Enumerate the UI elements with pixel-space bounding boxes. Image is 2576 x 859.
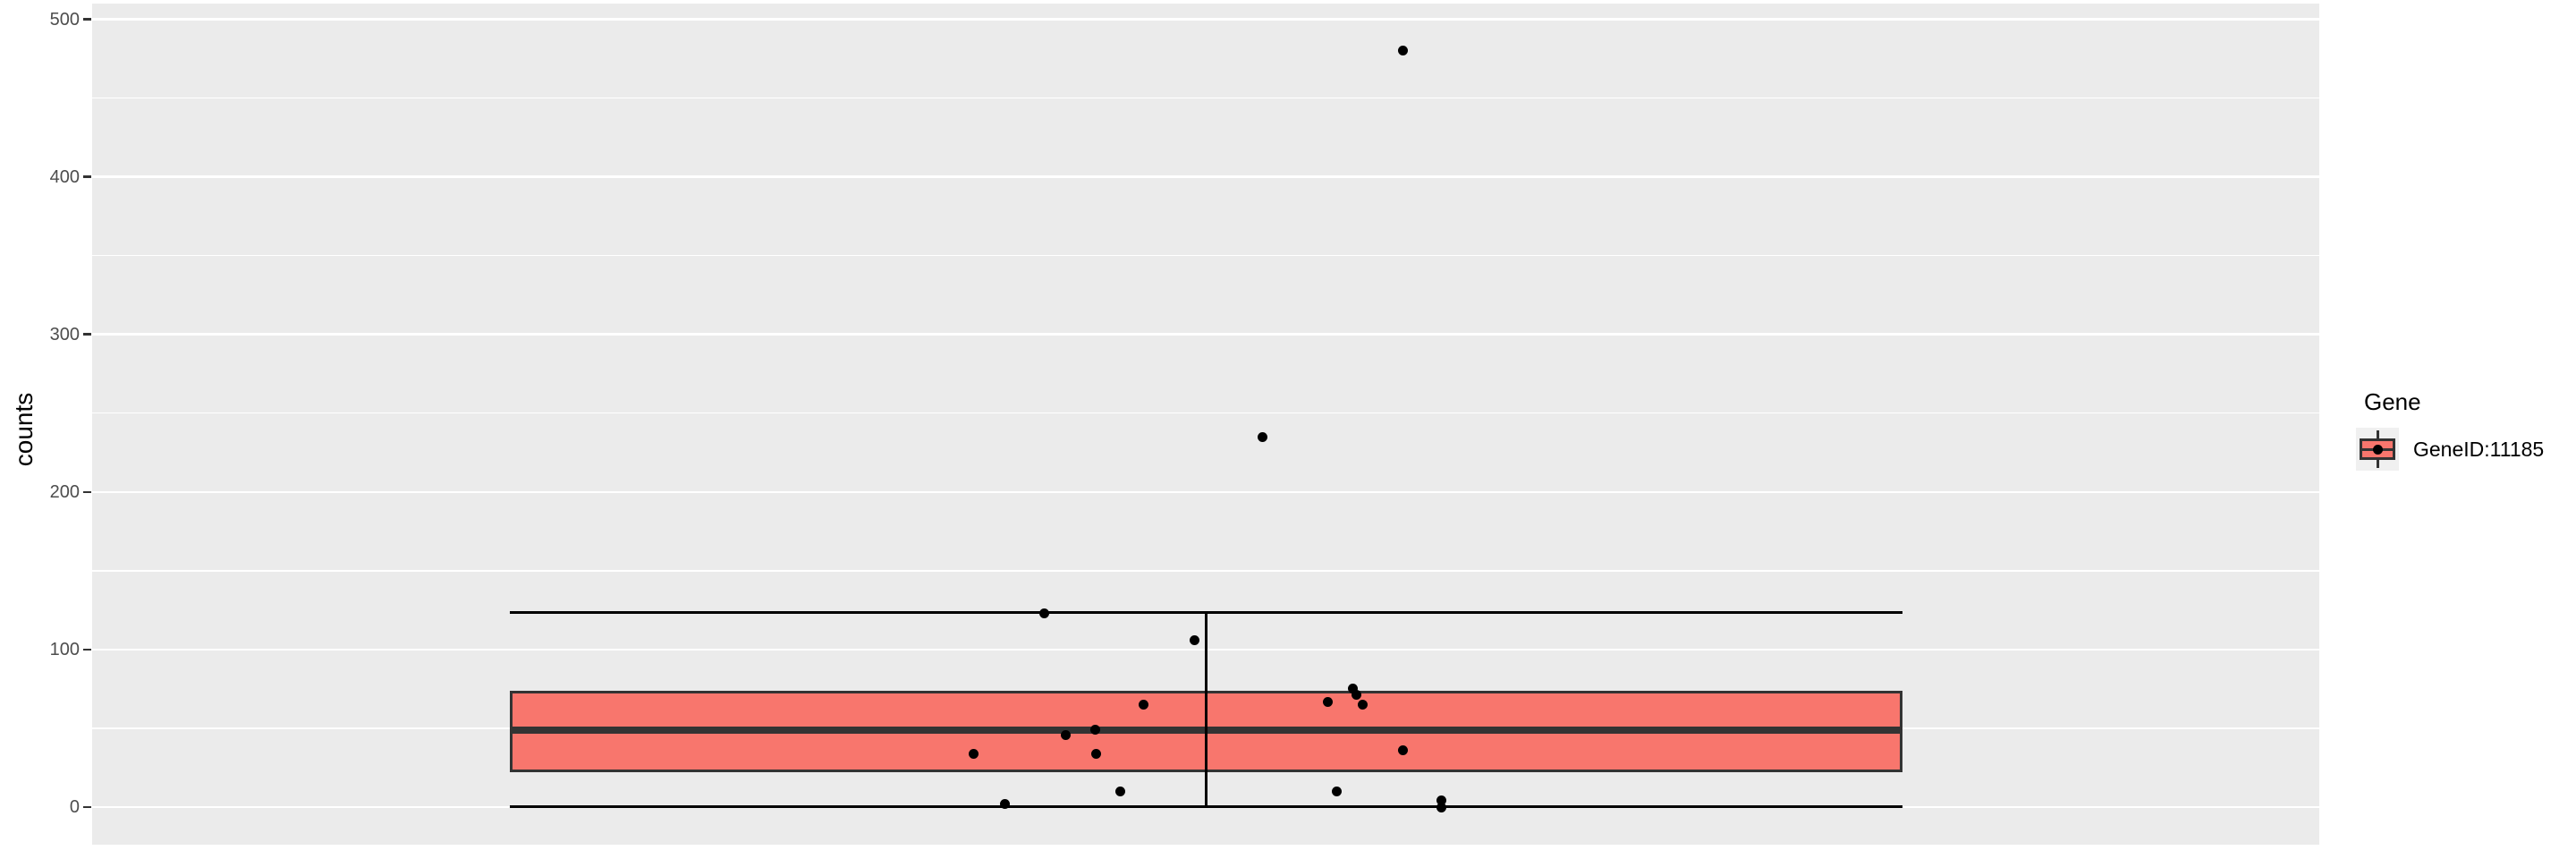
legend-title: Gene <box>2364 388 2421 415</box>
y-tick-mark <box>83 805 91 809</box>
jitter-point <box>1038 608 1049 618</box>
jitter-point <box>1347 684 1358 694</box>
y-tick-label: 100 <box>49 639 80 659</box>
y-tick-mark <box>83 175 91 178</box>
y-tick-mark <box>83 490 91 494</box>
y-tick-label: 200 <box>49 481 80 502</box>
y-tick-label: 400 <box>49 166 80 187</box>
jitter-point <box>1089 725 1100 736</box>
jitter-point <box>1351 690 1361 701</box>
gridline-minor <box>92 255 2319 257</box>
jitter-point <box>1060 729 1071 740</box>
jitter-point <box>1436 802 1446 812</box>
jitter-point <box>1138 700 1148 710</box>
gridline-major <box>92 490 2319 494</box>
jitter-point <box>999 798 1010 809</box>
boxplot-stem <box>1205 611 1208 808</box>
y-tick-mark <box>83 648 91 651</box>
y-tick-mark <box>83 18 91 21</box>
gridline-major <box>92 333 2319 336</box>
legend-key <box>2356 428 2399 471</box>
jitter-point <box>1357 700 1368 710</box>
jitter-point <box>1257 431 1267 442</box>
jitter-point <box>1189 634 1199 645</box>
y-tick-mark <box>83 333 91 336</box>
legend-entry-label: GeneID:11185 <box>2413 438 2545 461</box>
jitter-point <box>1397 745 1408 756</box>
jitter-point <box>1090 748 1101 759</box>
jitter-point <box>1397 46 1408 56</box>
y-axis-title: counts <box>10 392 38 467</box>
gridline-major <box>92 18 2319 21</box>
y-tick-label: 500 <box>49 9 80 30</box>
y-tick-label: 0 <box>69 797 80 817</box>
y-tick-label: 300 <box>49 324 80 344</box>
gridline-minor <box>92 570 2319 572</box>
jitter-point <box>1114 786 1125 796</box>
legend-point-glyph <box>2372 444 2383 455</box>
jitter-point <box>1322 696 1333 707</box>
jitter-point <box>1331 786 1342 796</box>
jitter-point <box>968 748 979 759</box>
gridline-major <box>92 175 2319 178</box>
plot-panel <box>92 4 2319 845</box>
jitter-point <box>1436 795 1446 806</box>
gridline-minor <box>92 412 2319 414</box>
